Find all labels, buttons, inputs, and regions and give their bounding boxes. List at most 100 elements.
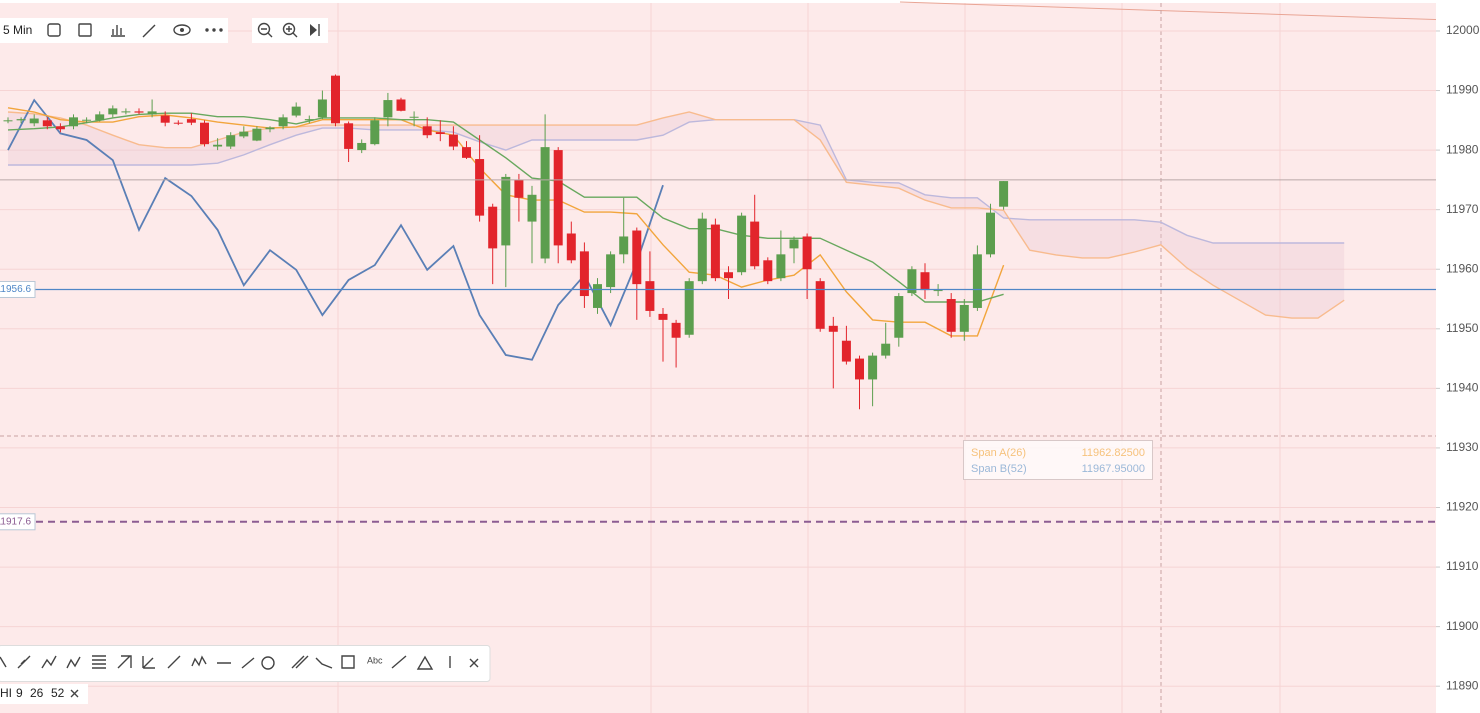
trend-line xyxy=(899,1,1480,22)
candle-body xyxy=(868,355,878,380)
remove-indicator[interactable] xyxy=(70,689,79,698)
candle-body xyxy=(501,176,511,246)
interval-button[interactable]: 5 Min xyxy=(3,23,32,37)
candle-body xyxy=(986,212,995,255)
indicator-line xyxy=(8,119,1345,244)
candle-body xyxy=(750,221,760,267)
candle-body xyxy=(422,126,432,136)
candle-body xyxy=(619,236,629,255)
candle-body xyxy=(226,135,236,147)
indicator-param: 26 xyxy=(30,686,44,700)
candle-body xyxy=(488,206,498,249)
level-label: 11956.6 xyxy=(0,284,31,295)
grid xyxy=(0,30,1436,687)
candle-body xyxy=(344,123,354,149)
y-tick-label: 11950 xyxy=(1446,321,1479,335)
y-tick-label: 11930 xyxy=(1446,440,1479,454)
candle-body xyxy=(763,260,773,282)
candle-body xyxy=(959,304,969,332)
candle-body xyxy=(278,117,288,127)
span-b-name: Span B(52) xyxy=(971,463,1027,475)
drawing-toolbar xyxy=(0,645,491,682)
candle-body xyxy=(82,119,92,121)
span-b-value: 11967.95000 xyxy=(1082,463,1145,475)
y-tick-label: 12000 xyxy=(1446,23,1480,37)
candle-body xyxy=(200,122,209,145)
candle-body xyxy=(29,118,39,124)
y-tick-label: 11990 xyxy=(1446,83,1479,97)
candles xyxy=(3,74,1009,410)
candle-body xyxy=(737,215,747,273)
candle-body xyxy=(724,272,733,279)
y-tick-label: 11900 xyxy=(1446,619,1479,633)
candle-body xyxy=(671,322,681,338)
indicator-line xyxy=(7,112,1004,303)
candle-body xyxy=(317,99,327,118)
svg-text:Abc: Abc xyxy=(367,655,383,665)
candle-body xyxy=(409,116,419,118)
candle-body xyxy=(239,131,249,137)
candle-body xyxy=(920,272,930,291)
candle-body xyxy=(147,111,157,115)
candle-body xyxy=(946,299,956,332)
span-info-box xyxy=(963,440,1153,480)
candle-body xyxy=(566,233,576,261)
candle-body xyxy=(291,106,301,116)
candle-body xyxy=(697,218,707,282)
candle-body xyxy=(645,281,655,311)
candle-body xyxy=(383,100,393,118)
candle-body xyxy=(527,194,537,222)
candle-body xyxy=(134,111,144,113)
candle-body xyxy=(933,290,943,292)
candle-body xyxy=(108,108,118,115)
drawing-tools[interactable]: Abc xyxy=(0,655,479,670)
plot-background xyxy=(0,3,1436,713)
candle-body xyxy=(69,117,78,127)
candle-body xyxy=(540,147,550,259)
candle-body xyxy=(632,230,642,285)
candle-body xyxy=(658,313,668,320)
y-tick-label: 11970 xyxy=(1446,202,1479,216)
y-tick-label: 11910 xyxy=(1446,559,1479,573)
indicator-legend xyxy=(0,684,88,704)
candle-body xyxy=(331,75,340,124)
candle-body xyxy=(684,281,694,335)
candle-body xyxy=(475,159,485,216)
candle-body xyxy=(95,114,105,121)
candle-body xyxy=(213,144,223,147)
candle-body xyxy=(186,119,196,123)
candle-body xyxy=(265,127,275,130)
candle-body xyxy=(855,358,864,380)
candle-body xyxy=(579,251,589,297)
indicator-name: HI xyxy=(0,686,12,700)
candle-body xyxy=(160,115,170,123)
toolbar-icons[interactable] xyxy=(47,23,223,38)
y-tick-label: 11920 xyxy=(1446,500,1479,514)
zoom-icons[interactable] xyxy=(257,22,320,38)
candle-body xyxy=(370,120,380,145)
level-label-box xyxy=(0,280,36,298)
candle-body xyxy=(789,239,799,249)
span-a-value: 11962.82500 xyxy=(1082,447,1145,459)
candle-body xyxy=(396,99,406,111)
candle-body xyxy=(448,134,458,147)
candle-body xyxy=(881,343,891,356)
candle-body xyxy=(999,181,1009,207)
candle-body xyxy=(16,119,26,121)
candle-body xyxy=(710,224,720,279)
candle-body xyxy=(252,128,262,141)
candle-body xyxy=(55,126,65,130)
y-axis: 12000 11990 11980 11970 11960 11950 11940 11930… xyxy=(1436,0,1480,713)
candle-body xyxy=(828,325,838,332)
y-tick-label: 11980 xyxy=(1446,142,1479,156)
candle-body xyxy=(462,147,471,158)
zoom-toolbar xyxy=(252,18,328,43)
candle-body xyxy=(357,142,367,151)
y-tick-label: 11960 xyxy=(1446,261,1479,275)
y-tick-label: 11940 xyxy=(1446,381,1479,395)
candle-body xyxy=(606,254,616,288)
candle-body xyxy=(435,132,445,135)
candle-body xyxy=(802,236,812,270)
candle-body xyxy=(304,119,314,121)
